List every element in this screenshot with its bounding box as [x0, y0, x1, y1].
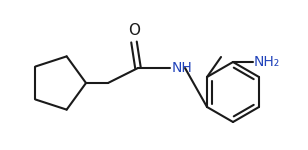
Text: NH₂: NH₂	[254, 55, 280, 69]
Text: NH: NH	[172, 61, 193, 75]
Text: O: O	[128, 23, 140, 38]
